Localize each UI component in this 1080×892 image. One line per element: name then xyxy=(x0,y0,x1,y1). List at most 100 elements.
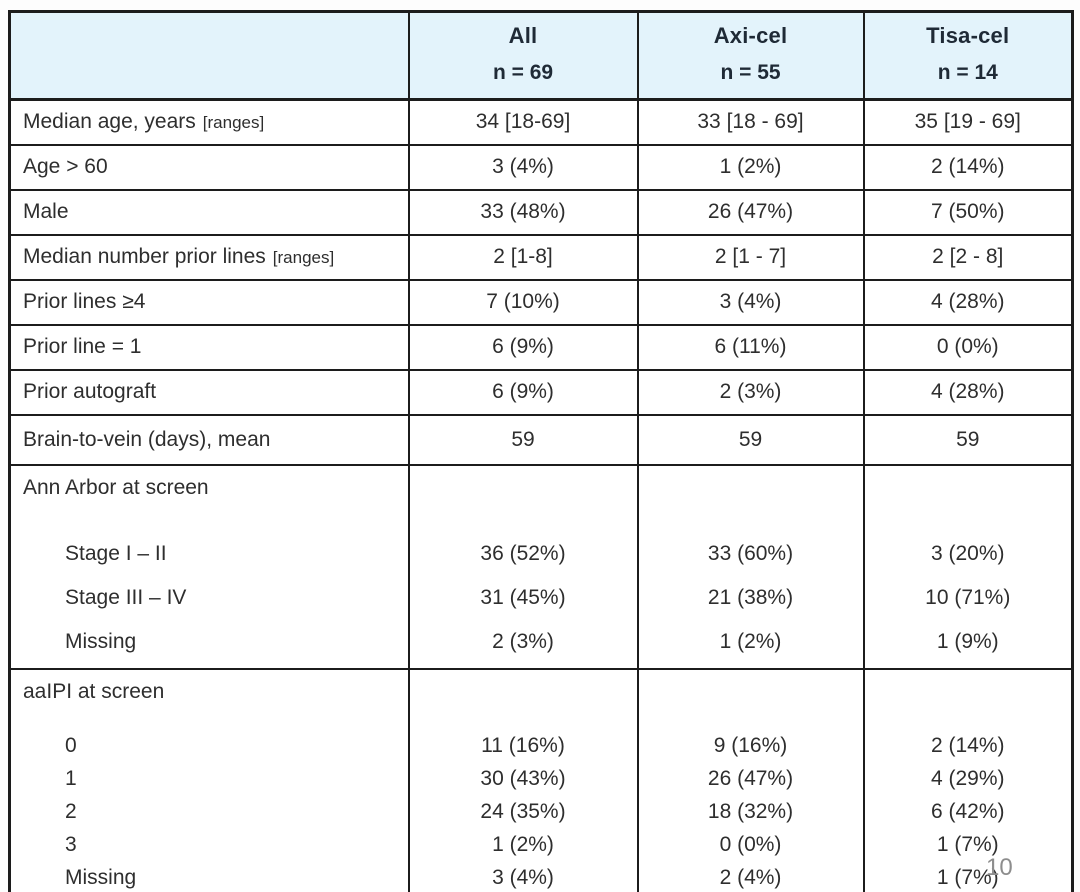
column-header-tisa-cel: Tisa-cel n = 14 xyxy=(862,10,1074,101)
patient-characteristics-table: All n = 69 Axi-cel n = 55 Tisa-cel n = 1… xyxy=(8,10,1074,892)
cell-value: 2 (3%) xyxy=(492,629,554,653)
cell-value: 34 [18-69] xyxy=(407,98,639,146)
cell-value: 33 (48%) xyxy=(407,188,639,236)
column-header-all: All n = 69 xyxy=(407,10,639,101)
column-header-axi-cel: Axi-cel n = 55 xyxy=(636,10,865,101)
table-row-brain-to-vein: Brain-to-vein (days), mean 59 59 59 xyxy=(8,413,1074,466)
section-item-label: 2 xyxy=(65,800,77,823)
cell-value: 10 (71%) xyxy=(925,585,1011,609)
section-item-label: Missing xyxy=(65,866,137,889)
section-item-label: Stage I – II xyxy=(65,541,167,565)
row-label: Brain-to-vein (days), mean xyxy=(8,413,410,466)
section-item-label: Missing xyxy=(65,629,137,653)
section-values-tisa-cel: 3 (20%) 10 (71%) 1 (9%) xyxy=(862,463,1074,670)
row-label-suffix: [ranges] xyxy=(272,248,335,267)
column-n: n = 55 xyxy=(720,61,781,84)
cell-value: 3 (4%) xyxy=(636,278,865,326)
cell-value: 2 (14%) xyxy=(930,734,1005,757)
row-label: Age > 60 xyxy=(8,143,410,191)
table-row-prior-line-eq-1: Prior line = 1 6 (9%) 6 (11%) 0 (0%) xyxy=(8,323,1074,371)
table-row-prior-lines-ge-4: Prior lines ≥4 7 (10%) 3 (4%) 4 (28%) xyxy=(8,278,1074,326)
cell-value: 7 (10%) xyxy=(407,278,639,326)
row-label: Prior lines ≥4 xyxy=(8,278,410,326)
cell-value: 21 (38%) xyxy=(707,585,794,609)
section-values-tisa-cel: 2 (14%) 4 (29%) 6 (42%) 1 (7%) 1 (7%) xyxy=(862,667,1074,892)
cell-value: 3 (20%) xyxy=(930,541,1005,565)
section-item-label: 0 xyxy=(65,734,77,757)
cell-value: 4 (28%) xyxy=(862,368,1074,416)
row-label: Prior line = 1 xyxy=(8,323,410,371)
row-label: Prior autograft xyxy=(8,368,410,416)
cell-value: 2 (4%) xyxy=(719,866,782,889)
cell-value: 11 (16%) xyxy=(481,734,565,757)
cell-value: 1 (2%) xyxy=(636,143,865,191)
section-title: aaIPI at screen xyxy=(23,679,165,703)
row-label: Median number prior lines [ranges] xyxy=(8,233,410,281)
cell-value: 1 (7%) xyxy=(936,866,999,889)
page-number: 10 xyxy=(986,854,1013,881)
cell-value: 18 (32%) xyxy=(707,800,794,823)
cell-value: 0 (0%) xyxy=(719,833,782,856)
section-item-label: 1 xyxy=(65,767,77,790)
section-title: Ann Arbor at screen xyxy=(23,475,209,499)
cell-value: 2 [1-8] xyxy=(407,233,639,281)
table-row-age-gt-60: Age > 60 3 (4%) 1 (2%) 2 (14%) xyxy=(8,143,1074,191)
cell-value: 0 (0%) xyxy=(862,323,1074,371)
cell-value: 3 (4%) xyxy=(407,143,639,191)
cell-value: 36 (52%) xyxy=(480,541,566,565)
table-row-median-age: Median age, years [ranges] 34 [18-69] 33 … xyxy=(8,98,1074,146)
table-row-median-prior-lines: Median number prior lines [ranges] 2 [1-8… xyxy=(8,233,1074,281)
section-labels: aaIPI at screen 0 1 2 3 Missing xyxy=(8,667,410,892)
column-label: Tisa-cel xyxy=(926,23,1010,48)
cell-value: 26 (47%) xyxy=(707,767,794,790)
section-item-label: Stage III – IV xyxy=(65,585,187,609)
cell-value: 1 (2%) xyxy=(719,629,782,653)
cell-value: 59 xyxy=(407,413,639,466)
cell-value: 33 [18 - 69] xyxy=(636,98,865,146)
row-label: Male xyxy=(8,188,410,236)
section-values-all: 36 (52%) 31 (45%) 2 (3%) xyxy=(407,463,639,670)
table-header-row: All n = 69 Axi-cel n = 55 Tisa-cel n = 1… xyxy=(8,10,1074,101)
corner-cell xyxy=(8,10,410,101)
section-item-label: 3 xyxy=(65,833,77,856)
cell-value: 3 (4%) xyxy=(492,866,554,889)
cell-value: 2 (14%) xyxy=(862,143,1074,191)
section-row-aaipi: aaIPI at screen 0 1 2 3 Missing 11 (16%)… xyxy=(8,667,1074,892)
cell-value: 1 (7%) xyxy=(936,833,999,856)
column-n: n = 69 xyxy=(492,61,554,84)
section-values-axi-cel: 9 (16%) 26 (47%) 18 (32%) 0 (0%) 2 (4%) xyxy=(636,667,865,892)
cell-value: 9 (16%) xyxy=(713,734,788,757)
cell-value: 59 xyxy=(862,413,1074,466)
column-label: Axi-cel xyxy=(713,23,788,48)
cell-value: 30 (43%) xyxy=(480,767,566,790)
cell-value: 4 (29%) xyxy=(930,767,1005,790)
cell-value: 7 (50%) xyxy=(862,188,1074,236)
row-label: Median age, years [ranges] xyxy=(8,98,410,146)
cell-value: 4 (28%) xyxy=(862,278,1074,326)
cell-value: 1 (9%) xyxy=(936,629,999,653)
cell-value: 2 [1 - 7] xyxy=(636,233,865,281)
section-values-axi-cel: 33 (60%) 21 (38%) 1 (2%) xyxy=(636,463,865,670)
row-label-suffix: [ranges] xyxy=(202,113,265,133)
table-row-prior-autograft: Prior autograft 6 (9%) 2 (3%) 4 (28%) xyxy=(8,368,1074,416)
cell-value: 33 (60%) xyxy=(707,541,794,565)
cell-value: 2 [2 - 8] xyxy=(862,233,1074,281)
cell-value: 24 (35%) xyxy=(480,800,566,823)
cell-value: 6 (9%) xyxy=(407,368,639,416)
cell-value: 2 (3%) xyxy=(636,368,865,416)
cell-value: 6 (42%) xyxy=(930,800,1005,823)
cell-value: 35 [19 - 69] xyxy=(862,98,1074,146)
cell-value: 1 (2%) xyxy=(492,833,554,856)
section-row-ann-arbor: Ann Arbor at screen Stage I – II Stage I… xyxy=(8,463,1074,670)
section-values-all: 11 (16%) 30 (43%) 24 (35%) 1 (2%) 3 (4%) xyxy=(407,667,639,892)
cell-value: 6 (11%) xyxy=(636,323,865,371)
table-row-male: Male 33 (48%) 26 (47%) 7 (50%) xyxy=(8,188,1074,236)
cell-value: 31 (45%) xyxy=(480,585,566,609)
cell-value: 26 (47%) xyxy=(636,188,865,236)
cell-value: 59 xyxy=(636,413,865,466)
column-label: All xyxy=(508,23,538,48)
cell-value: 6 (9%) xyxy=(407,323,639,371)
column-n: n = 14 xyxy=(937,61,998,84)
section-labels: Ann Arbor at screen Stage I – II Stage I… xyxy=(8,463,410,670)
